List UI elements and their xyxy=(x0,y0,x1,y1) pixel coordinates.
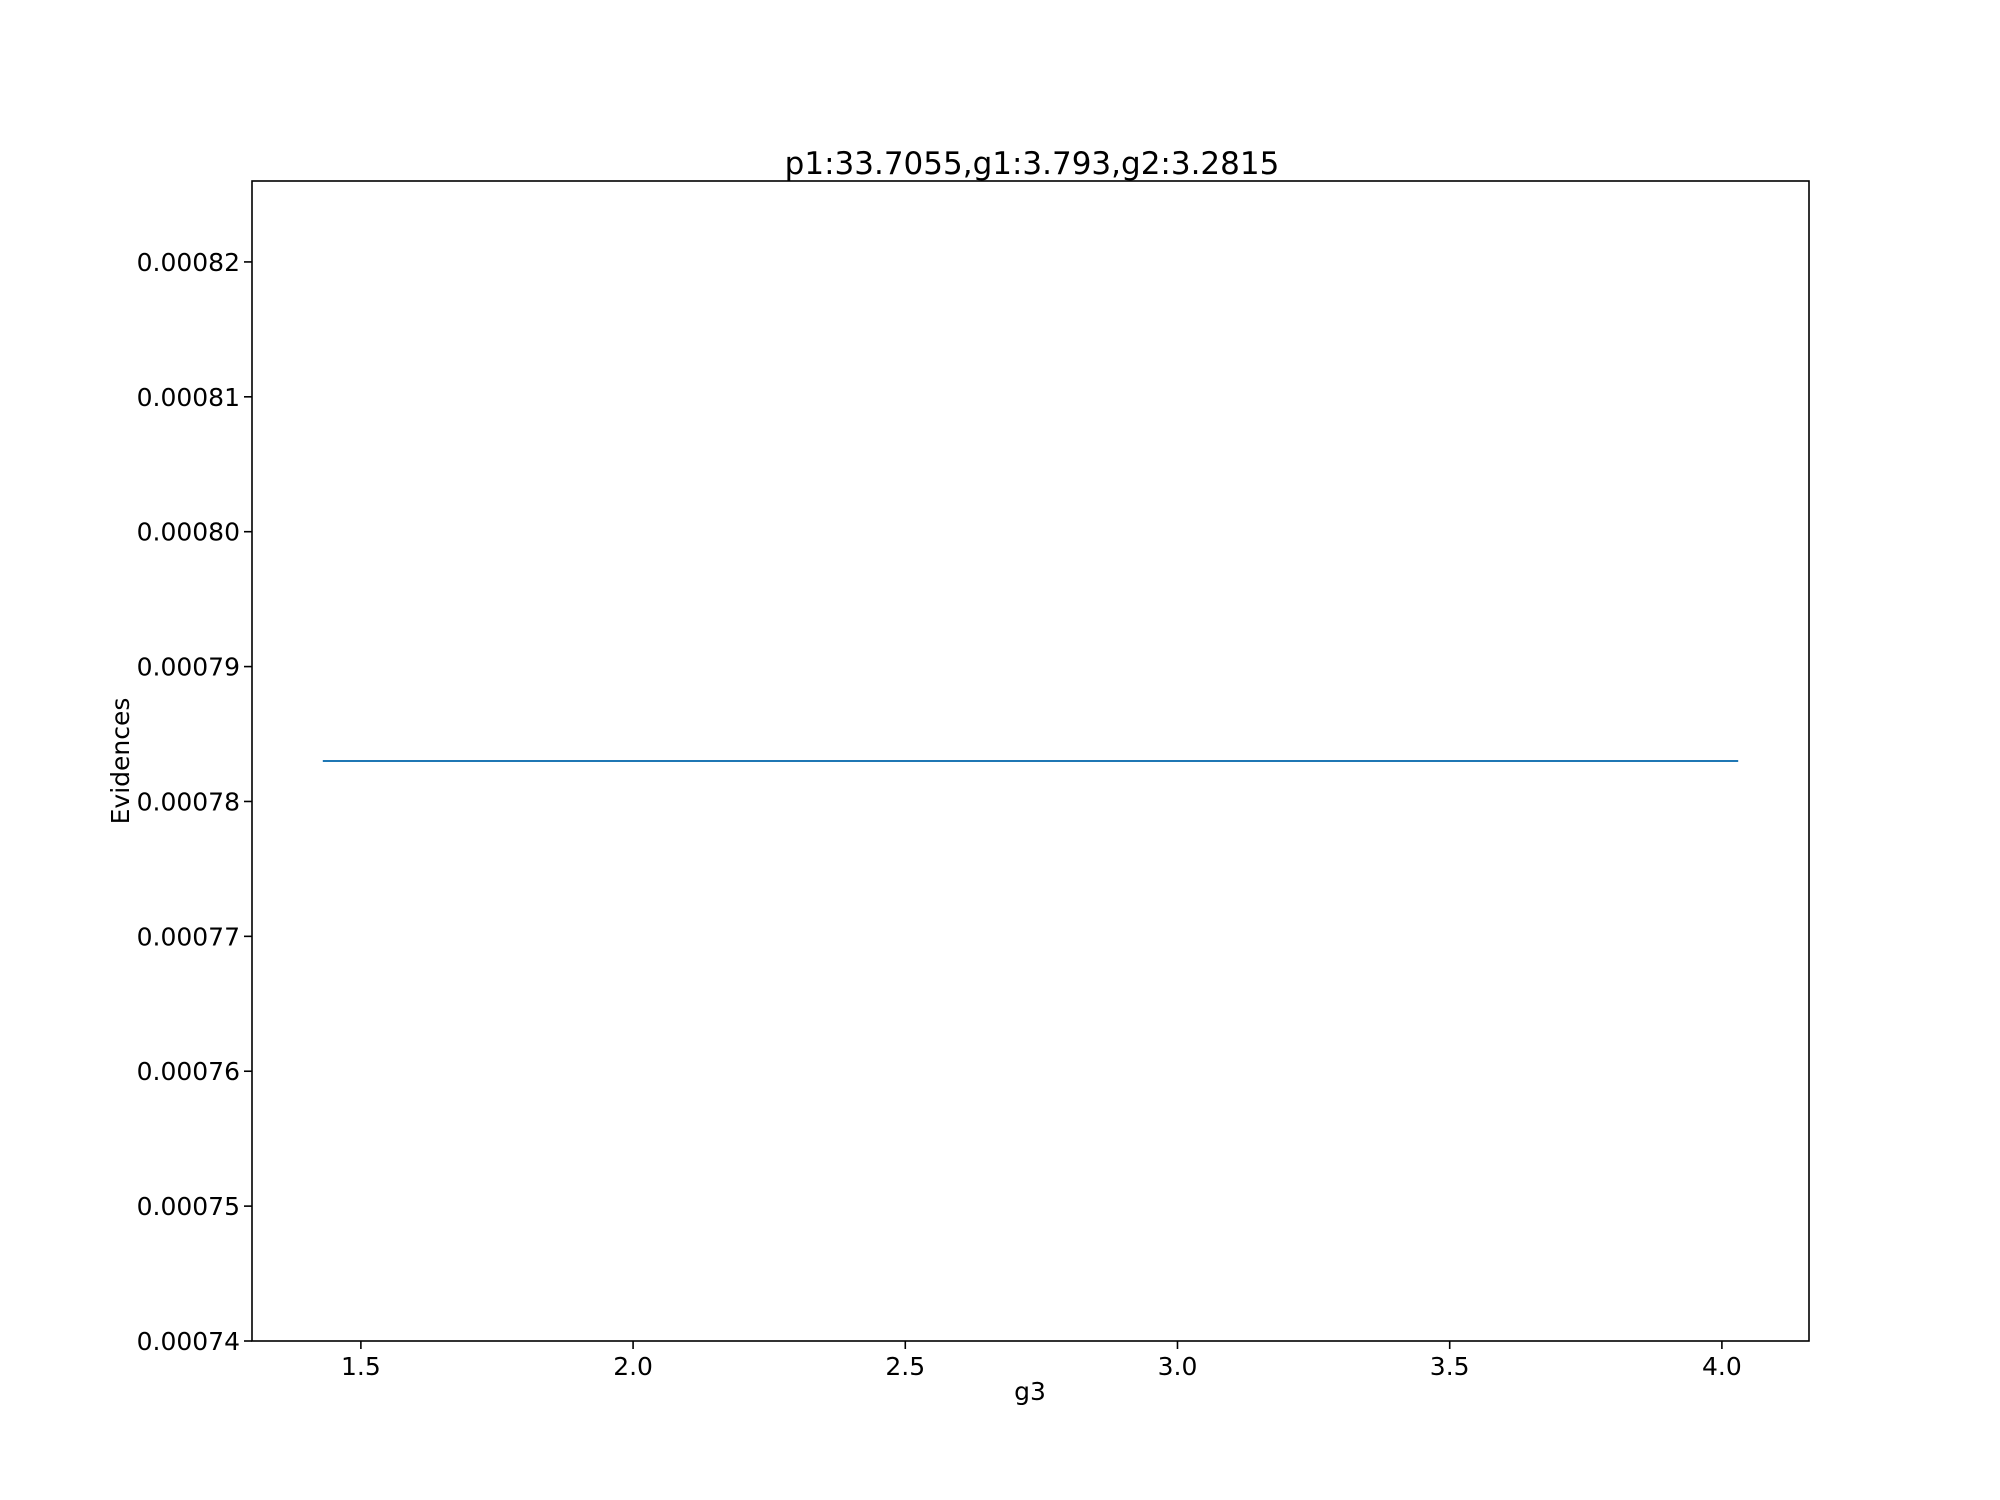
y-axis-label: Evidences xyxy=(106,698,135,825)
y-tick-label: 0.00082 xyxy=(137,248,240,277)
x-axis-label: g3 xyxy=(1014,1377,1046,1406)
x-tick-label: 3.0 xyxy=(1158,1352,1198,1381)
x-tick-label: 1.5 xyxy=(341,1352,381,1381)
x-tick-label: 3.5 xyxy=(1430,1352,1470,1381)
y-tick-label: 0.00074 xyxy=(137,1327,240,1356)
plot-area xyxy=(251,180,1810,1342)
y-tick-label: 0.00075 xyxy=(137,1192,240,1221)
y-tick-label: 0.00079 xyxy=(137,653,240,682)
y-axis: 0.00074 0.00075 0.00076 0.00077 0.00078 0.000… xyxy=(137,248,252,1356)
y-tick-label: 0.00081 xyxy=(137,383,240,412)
axes-frame xyxy=(251,180,1810,1342)
x-axis: 1.5 2.0 2.5 3.0 3.5 4.0 xyxy=(341,1341,1742,1381)
x-tick-label: 4.0 xyxy=(1702,1352,1742,1381)
y-tick-label: 0.00078 xyxy=(137,787,240,816)
chart-title: p1:33.7055,g1:3.793,g2:3.2815 xyxy=(785,146,1280,182)
y-tick-label: 0.00076 xyxy=(137,1057,240,1086)
x-tick-label: 2.5 xyxy=(885,1352,925,1381)
y-tick-label: 0.00080 xyxy=(137,518,240,547)
y-tick-label: 0.00077 xyxy=(137,922,240,951)
x-tick-label: 2.0 xyxy=(613,1352,653,1381)
